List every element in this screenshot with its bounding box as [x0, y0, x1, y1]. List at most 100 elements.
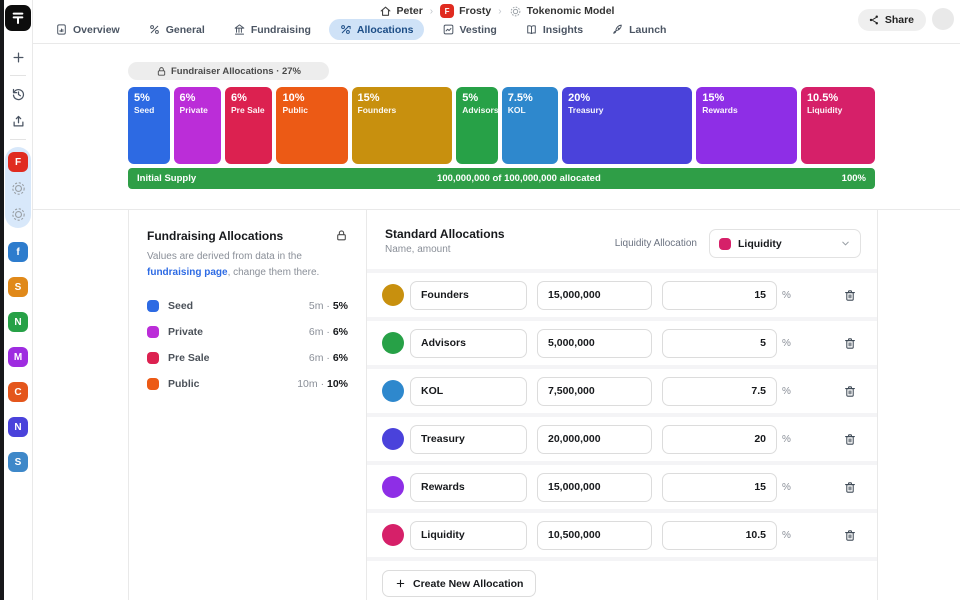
main-area: Peter › F Frosty › Tokenomic Model Share [33, 0, 960, 600]
item-name: Public [168, 378, 200, 390]
allocation-name-input[interactable] [410, 329, 527, 358]
allocation-percent-input[interactable] [662, 281, 777, 310]
tab-allocations[interactable]: Allocations [329, 19, 424, 40]
allocation-amount-input[interactable] [537, 377, 652, 406]
history-button[interactable] [7, 83, 29, 105]
allocation-percent-input[interactable] [662, 521, 777, 550]
allocation-name-input[interactable] [410, 473, 527, 502]
segment-name: KOL [508, 105, 552, 115]
tab-fundraising[interactable]: Fundraising [223, 19, 321, 40]
delete-allocation-button[interactable] [841, 525, 859, 545]
segment-seed[interactable]: 5%Seed [128, 87, 170, 164]
tab-general[interactable]: General [138, 19, 215, 40]
project-avatar[interactable]: M [8, 347, 28, 367]
allocation-name-input[interactable] [410, 521, 527, 550]
segment-advisors[interactable]: 5%Advisors [456, 87, 498, 164]
allocation-name-input[interactable] [410, 377, 527, 406]
project-avatar[interactable]: C [8, 382, 28, 402]
delete-allocation-button[interactable] [841, 285, 859, 305]
segment-presale[interactable]: 6%Pre Sale [225, 87, 272, 164]
allocation-name-input[interactable] [410, 425, 527, 454]
allocation-amount-input[interactable] [537, 425, 652, 454]
history-icon [11, 87, 26, 102]
allocation-name-input[interactable] [410, 281, 527, 310]
active-workspace-group: F [5, 147, 31, 228]
project-avatar[interactable]: N [8, 417, 28, 437]
liquidity-allocation-select[interactable]: Liquidity [709, 229, 861, 258]
allocation-amount-input[interactable] [537, 473, 652, 502]
segment-percent: 5% [462, 92, 492, 105]
model-item[interactable] [8, 204, 28, 224]
breadcrumb-page[interactable]: Tokenomic Model [509, 5, 615, 18]
breadcrumb-workspace[interactable]: Peter [379, 5, 423, 18]
color-swatch[interactable] [382, 524, 404, 546]
tab-overview[interactable]: Overview [45, 19, 130, 40]
export-button[interactable] [7, 110, 29, 132]
segment-name: Pre Sale [231, 105, 266, 115]
segment-private[interactable]: 6%Private [174, 87, 221, 164]
tab-insights[interactable]: Insights [515, 19, 593, 40]
segment-founders[interactable]: 15%Founders [352, 87, 453, 164]
add-button[interactable] [7, 46, 29, 68]
segment-treasury[interactable]: 20%Treasury [562, 87, 692, 164]
model-ring-icon [10, 180, 27, 197]
export-icon [11, 114, 26, 129]
overview-icon [55, 23, 68, 36]
color-swatch[interactable] [382, 332, 404, 354]
segment-name: Public [282, 105, 341, 115]
allocation-percent-input[interactable] [662, 377, 777, 406]
tab-label: General [166, 24, 205, 36]
project-avatar[interactable]: S [8, 277, 28, 297]
user-avatar[interactable] [932, 8, 954, 30]
delete-allocation-button[interactable] [841, 333, 859, 353]
allocation-amount-input[interactable] [537, 521, 652, 550]
allocation-percent-input[interactable] [662, 425, 777, 454]
delete-allocation-button[interactable] [841, 381, 859, 401]
allocation-percent-input[interactable] [662, 329, 777, 358]
segment-percent: 6% [231, 92, 266, 105]
color-swatch [147, 326, 159, 338]
percent-suffix: % [782, 386, 791, 397]
color-swatch[interactable] [382, 428, 404, 450]
fundraising-item-private: Private 6m · 6% [147, 326, 348, 338]
item-name: Private [168, 326, 203, 338]
project-avatar[interactable]: S [8, 452, 28, 472]
allocation-percent-input[interactable] [662, 473, 777, 502]
breadcrumb-project[interactable]: F Frosty [440, 4, 491, 18]
standard-panel-subtitle: Name, amount [385, 244, 505, 255]
project-avatar[interactable]: f [8, 242, 28, 262]
share-button[interactable]: Share [858, 9, 926, 31]
fundraising-page-link[interactable]: fundraising page [147, 267, 228, 278]
separator: · [326, 352, 330, 364]
fundraising-item-seed: Seed 5m · 5% [147, 300, 348, 312]
tab-vesting[interactable]: Vesting [432, 19, 507, 40]
segment-rewards[interactable]: 15%Rewards [696, 87, 797, 164]
delete-allocation-button[interactable] [841, 429, 859, 449]
workspace-avatar[interactable]: F [8, 152, 28, 172]
tab-launch[interactable]: Launch [601, 19, 676, 40]
allocations-icon [339, 23, 352, 36]
model-item[interactable] [8, 178, 28, 198]
left-rail: F f S N M C N S [4, 0, 33, 600]
color-swatch[interactable] [382, 380, 404, 402]
chevron-down-icon [840, 238, 851, 249]
allocation-amount-input[interactable] [537, 329, 652, 358]
segment-public[interactable]: 10%Public [276, 87, 347, 164]
create-new-allocation-button[interactable]: Create New Allocation [382, 570, 536, 597]
project-avatar[interactable]: N [8, 312, 28, 332]
color-swatch[interactable] [382, 284, 404, 306]
segment-liquidity[interactable]: 10.5%Liquidity [801, 87, 875, 164]
percent-suffix: % [782, 290, 791, 301]
color-swatch[interactable] [382, 476, 404, 498]
description-text: Values are derived from data in the [147, 251, 302, 262]
model-ring-icon [509, 5, 522, 18]
segment-kol[interactable]: 7.5%KOL [502, 87, 558, 164]
panels-section: Fundraising Allocations Values are deriv… [33, 209, 960, 600]
delete-allocation-button[interactable] [841, 477, 859, 497]
supply-label: Initial Supply [137, 173, 196, 184]
segment-percent: 5% [134, 92, 164, 105]
item-amount: 5m [309, 300, 324, 312]
allocation-amount-input[interactable] [537, 281, 652, 310]
app-logo[interactable] [5, 5, 31, 31]
breadcrumb-separator: › [498, 6, 501, 17]
